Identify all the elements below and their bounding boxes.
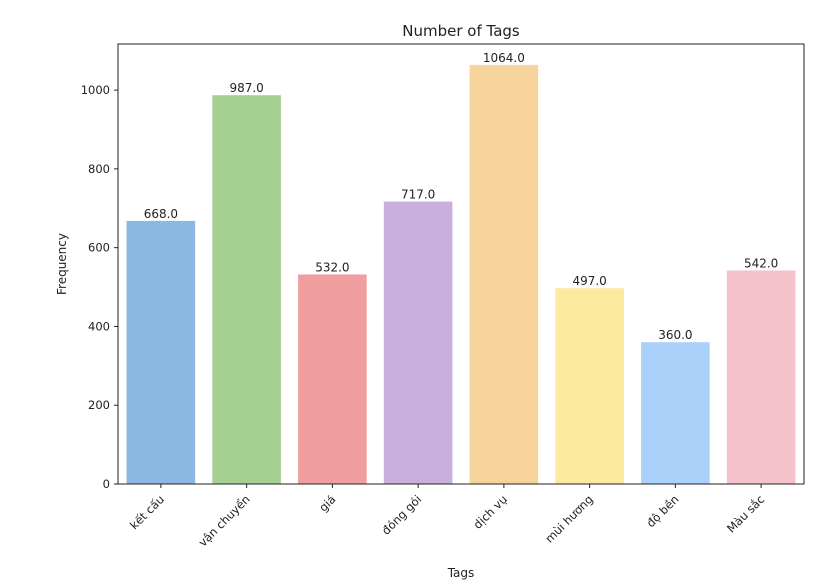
bar-value-label: 668.0 — [144, 207, 178, 221]
y-axis-label: Frequency — [55, 233, 69, 295]
x-tick-label: vận chuyển — [196, 492, 253, 549]
y-tick-label: 200 — [88, 398, 110, 412]
x-axis-label: Tags — [447, 566, 475, 580]
x-tick-label: giá — [316, 492, 338, 514]
chart-title: Number of Tags — [402, 22, 520, 40]
bar-6 — [555, 288, 624, 484]
bar-value-label: 717.0 — [401, 188, 435, 202]
bar-value-label: 987.0 — [229, 81, 263, 95]
x-tick-label: mùi hương — [542, 492, 595, 545]
bar-value-label: 497.0 — [572, 274, 606, 288]
x-tick-label: Màu sắc — [724, 492, 767, 535]
x-tick-label: kết cấu — [127, 492, 167, 532]
bar-value-label: 1064.0 — [483, 51, 525, 65]
plot-area: 668.0 kết cấu 987.0 vận chuyển 532.0 giá 717.0… — [81, 43, 805, 549]
y-tick-label: 1000 — [81, 83, 110, 97]
y-tick-label: 600 — [88, 241, 110, 255]
bar-value-label: 360.0 — [658, 328, 692, 342]
bar-value-label: 542.0 — [744, 256, 778, 270]
bar-8 — [726, 270, 796, 484]
y-tick-label: 0 — [103, 477, 110, 491]
bar-value-label: 532.0 — [315, 260, 349, 274]
bar-3 — [298, 274, 367, 484]
y-tick-label: 400 — [88, 319, 110, 333]
bar-4 — [383, 201, 453, 484]
y-tick-label: 800 — [88, 162, 110, 176]
bar-7 — [641, 342, 710, 484]
x-tick-label: đóng gói — [379, 492, 424, 537]
axes-frame — [117, 43, 805, 485]
bar-2 — [212, 95, 281, 485]
bar-5 — [469, 64, 539, 484]
x-tick-label: độ bền — [644, 492, 682, 530]
bar-1 — [126, 220, 196, 484]
x-tick-label: dịch vụ — [470, 492, 509, 531]
